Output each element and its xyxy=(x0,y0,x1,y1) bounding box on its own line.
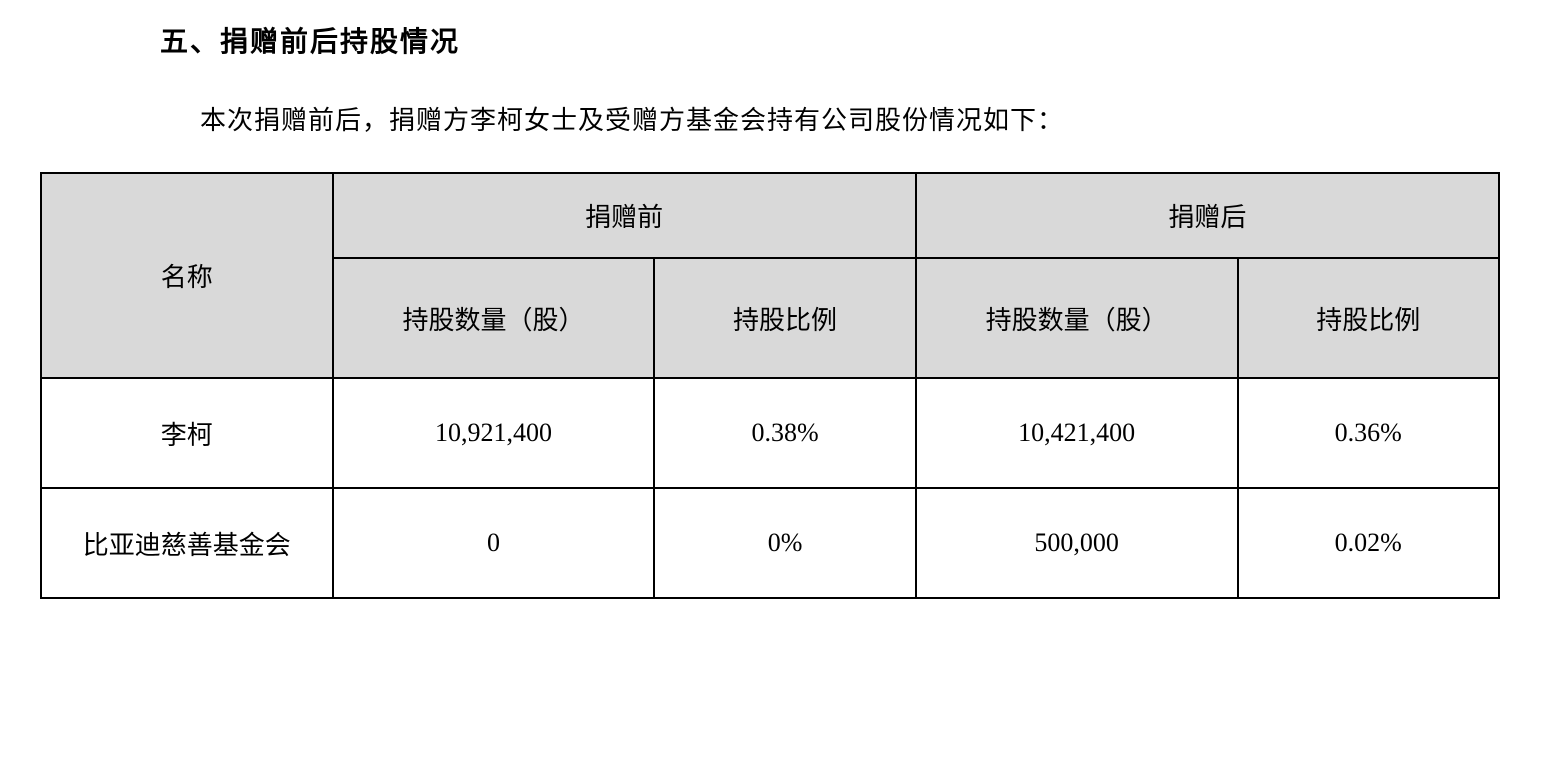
cell-before-ratio: 0.38% xyxy=(654,378,915,488)
header-after: 捐赠后 xyxy=(916,173,1499,258)
cell-name: 李柯 xyxy=(41,378,333,488)
cell-before-shares: 0 xyxy=(333,488,655,598)
cell-after-ratio: 0.36% xyxy=(1238,378,1499,488)
header-before: 捐赠前 xyxy=(333,173,916,258)
cell-name: 比亚迪慈善基金会 xyxy=(41,488,333,598)
cell-before-ratio: 0% xyxy=(654,488,915,598)
table-container: 名称 捐赠前 捐赠后 持股数量（股） 持股比例 持股数量（股） 持股比例 李柯 … xyxy=(40,172,1502,599)
cell-after-ratio: 0.02% xyxy=(1238,488,1499,598)
section-heading: 五、捐赠前后持股情况 xyxy=(160,20,1502,60)
header-name: 名称 xyxy=(41,173,333,378)
header-before-ratio: 持股比例 xyxy=(654,258,915,378)
cell-before-shares: 10,921,400 xyxy=(333,378,655,488)
document-content: 五、捐赠前后持股情况 本次捐赠前后，捐赠方李柯女士及受赠方基金会持有公司股份情况… xyxy=(40,20,1502,599)
header-after-ratio: 持股比例 xyxy=(1238,258,1499,378)
cell-after-shares: 10,421,400 xyxy=(916,378,1238,488)
header-after-shares: 持股数量（股） xyxy=(916,258,1238,378)
table-row: 李柯 10,921,400 0.38% 10,421,400 0.36% xyxy=(41,378,1499,488)
table-row: 比亚迪慈善基金会 0 0% 500,000 0.02% xyxy=(41,488,1499,598)
shareholding-table: 名称 捐赠前 捐赠后 持股数量（股） 持股比例 持股数量（股） 持股比例 李柯 … xyxy=(40,172,1500,599)
cell-after-shares: 500,000 xyxy=(916,488,1238,598)
intro-paragraph: 本次捐赠前后，捐赠方李柯女士及受赠方基金会持有公司股份情况如下： xyxy=(200,100,1502,137)
header-before-shares: 持股数量（股） xyxy=(333,258,655,378)
